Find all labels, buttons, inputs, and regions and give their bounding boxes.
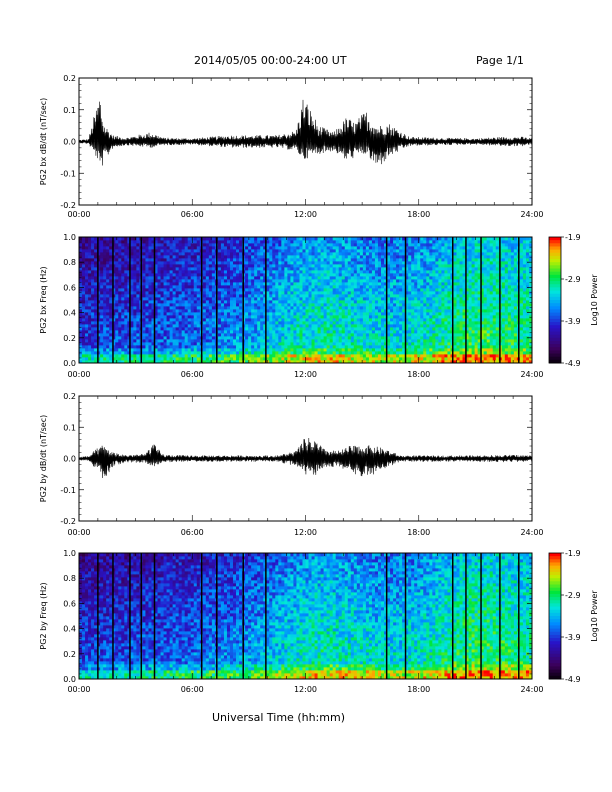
panel-3: -0.2 -0.1 0.0 0.1 0.2 00:00 06:00 12:00 18:00 24:… [39, 392, 544, 537]
colorbar-tick-label: -4.9 [565, 675, 581, 684]
panel-2: -1.9 -2.9 -3.9 -4.9 Log10 Power 0.0 0.2 0.4 0.6 0… [39, 233, 599, 379]
x-tick-label: 00:00 [67, 210, 90, 219]
figure-title: 2014/05/05 00:00-24:00 UT [194, 54, 347, 67]
colorbar-tick-label: -2.9 [565, 275, 581, 284]
y-tick-label: 0.4 [63, 625, 76, 634]
y-tick-label: 0.8 [63, 574, 76, 583]
colorbar-tick-label: -4.9 [565, 359, 581, 368]
y-tick-label: 0.8 [63, 258, 76, 267]
y-axis-label: PG2 by Freq (Hz) [39, 582, 48, 649]
colorbar-frame [548, 236, 562, 364]
y-tick-label: 1.0 [63, 549, 76, 558]
colorbar-frame [548, 552, 562, 680]
x-tick-label: 18:00 [407, 370, 430, 379]
y-axis-label: PG2 bx Freq (Hz) [39, 266, 48, 333]
colorbar: -1.9 -2.9 -3.9 -4.9 Log10 Power [548, 549, 599, 684]
y-tick-label: -0.2 [60, 201, 76, 210]
colorbar-tick-label: -2.9 [565, 591, 581, 600]
colorbar-label: Log10 Power [590, 590, 599, 642]
x-tick-label: 24:00 [520, 685, 543, 694]
colorbar: -1.9 -2.9 -3.9 -4.9 Log10 Power [548, 233, 599, 368]
y-tick-label: 0.2 [63, 392, 76, 401]
x-axis-label: Universal Time (hh:mm) [212, 711, 345, 724]
spectrogram-image [79, 237, 532, 363]
colorbar-label: Log10 Power [590, 274, 599, 326]
x-tick-label: 18:00 [407, 210, 430, 219]
x-tick-label: 12:00 [294, 370, 317, 379]
x-tick-label: 18:00 [407, 685, 430, 694]
waveform-trace [78, 99, 533, 166]
y-axis-label: PG2 by dB/dt (nT/sec) [39, 415, 48, 502]
y-tick-label: 0.1 [63, 106, 76, 115]
x-tick-label: 12:00 [294, 528, 317, 537]
y-axis-label: PG2 bx dB/dt (nT/sec) [39, 98, 48, 185]
y-tick-label: 0.6 [63, 599, 76, 608]
y-tick-label: 0.0 [63, 359, 76, 368]
y-tick-label: -0.2 [60, 517, 76, 526]
x-tick-label: 00:00 [67, 370, 90, 379]
y-tick-label: 0.1 [63, 423, 76, 432]
x-tick-label: 24:00 [520, 370, 543, 379]
x-tick-label: 18:00 [407, 528, 430, 537]
colorbar-tick-label: -1.9 [565, 233, 581, 242]
y-tick-label: 0.0 [63, 455, 76, 464]
panel-1: -0.2 -0.1 0.0 0.1 0.2 00:00 06:00 12:00 18:00 24:… [39, 74, 544, 219]
y-tick-label: 0.6 [63, 283, 76, 292]
x-tick-label: 12:00 [294, 210, 317, 219]
x-tick-label: 06:00 [181, 528, 204, 537]
y-tick-label: 0.2 [63, 334, 76, 343]
colorbar-tick-label: -3.9 [565, 633, 581, 642]
y-tick-label: 0.4 [63, 309, 76, 318]
spectrogram-image [79, 553, 532, 679]
waveform-trace [78, 437, 533, 479]
y-tick-label: 0.2 [63, 650, 76, 659]
colorbar-tick-label: -1.9 [565, 549, 581, 558]
y-tick-label: 0.0 [63, 138, 76, 147]
x-tick-label: 24:00 [520, 210, 543, 219]
x-tick-label: 24:00 [520, 528, 543, 537]
y-tick-label: 0.2 [63, 74, 76, 83]
colorbar-tick-label: -3.9 [565, 317, 581, 326]
x-tick-label: 06:00 [181, 370, 204, 379]
page-indicator: Page 1/1 [476, 54, 524, 67]
x-tick-label: 00:00 [67, 528, 90, 537]
x-tick-label: 06:00 [181, 210, 204, 219]
x-tick-label: 06:00 [181, 685, 204, 694]
panel-4: -1.9 -2.9 -3.9 -4.9 Log10 Power 0.0 0.2 0.4 0.6 0… [39, 549, 599, 694]
x-tick-label: 00:00 [67, 685, 90, 694]
y-tick-label: -0.1 [60, 169, 76, 178]
y-tick-label: 0.0 [63, 675, 76, 684]
y-tick-label: 1.0 [63, 233, 76, 242]
y-tick-label: -0.1 [60, 486, 76, 495]
x-tick-label: 12:00 [294, 685, 317, 694]
